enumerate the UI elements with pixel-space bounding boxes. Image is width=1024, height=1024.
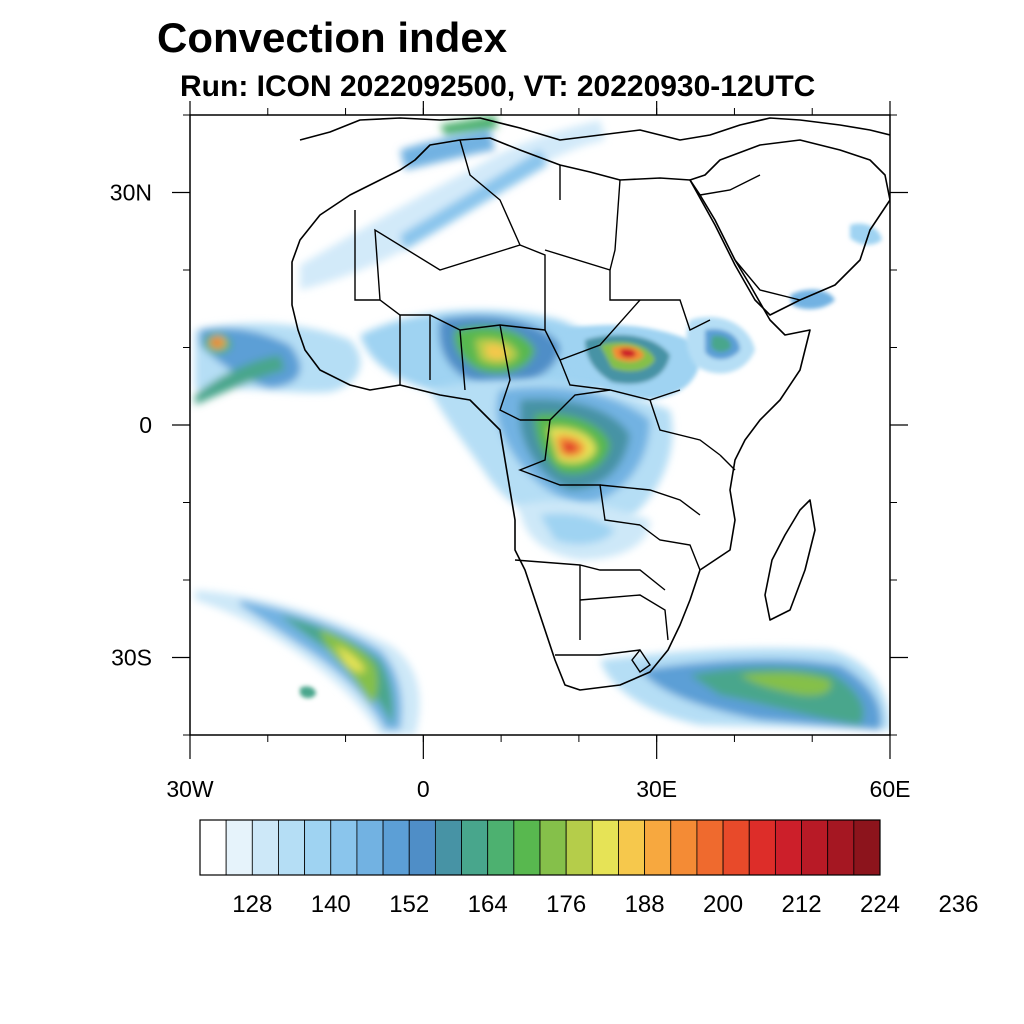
arabia-coast: [689, 139, 890, 316]
colorbar-box: [644, 819, 672, 876]
axes: 30W 0 30E 60E 30N 0 30S: [110, 101, 911, 802]
colorbar-box: [853, 819, 881, 876]
y-tick-label: 30S: [111, 645, 152, 671]
region-south-sudan: [560, 325, 701, 400]
colorbar-label: 212: [782, 891, 822, 918]
colorbar-box: [696, 819, 724, 876]
region-angola: [520, 500, 650, 560]
coastlines: [291, 117, 890, 691]
x-tick-label: 0: [417, 776, 430, 802]
region-congo-basin: [430, 379, 673, 528]
region-indian-ocean-band: [600, 648, 890, 730]
convection-field: [195, 115, 890, 735]
colorbar-box: [670, 819, 698, 876]
region-nigeria-cameroon: [360, 310, 608, 404]
colorbar-label: 200: [703, 891, 743, 918]
country-borders: [354, 139, 801, 673]
colorbar-box: [251, 819, 279, 876]
colorbar-box: [801, 819, 829, 876]
colorbar-box: [591, 819, 619, 876]
x-tick-label: 30W: [166, 776, 214, 802]
colorbar-box: [304, 819, 332, 876]
colorbar-box: [356, 819, 384, 876]
x-tick-label: 30E: [636, 776, 677, 802]
colorbar-box: [225, 819, 253, 876]
colorbar-box: [539, 819, 567, 876]
colorbar: 128 140 152 164 176 188 200 212 224 236: [199, 819, 978, 918]
colorbar-box: [199, 819, 227, 876]
colorbar-box: [827, 819, 855, 876]
region-south-atlantic-band: [195, 590, 420, 735]
y-tick-label: 0: [139, 412, 152, 438]
colorbar-box: [774, 819, 802, 876]
colorbar-label: 164: [468, 891, 508, 918]
x-tick-label: 60E: [870, 776, 911, 802]
chart-subtitle: Run: ICON 2022092500, VT: 20220930-12UTC: [180, 70, 816, 103]
colorbar-box: [434, 819, 462, 876]
colorbar-label: 152: [389, 891, 429, 918]
colorbar-label: 224: [860, 891, 900, 918]
colorbar-box: [278, 819, 306, 876]
colorbar-box: [330, 819, 358, 876]
madagascar: [764, 499, 816, 621]
region-west-africa: [195, 323, 361, 405]
region-ethiopia: [686, 316, 755, 374]
region-arabia: [300, 223, 882, 699]
colorbar-box: [748, 819, 776, 876]
colorbar-box: [565, 819, 593, 876]
colorbar-box: [382, 819, 410, 876]
colorbar-label: 176: [546, 891, 586, 918]
colorbar-box: [487, 819, 515, 876]
colorbar-frame: [199, 819, 881, 876]
colorbar-label: 236: [938, 891, 978, 918]
colorbar-box: [461, 819, 489, 876]
colorbar-box: [618, 819, 646, 876]
colorbar-box: [408, 819, 436, 876]
colorbar-box: [722, 819, 750, 876]
colorbar-box: [513, 819, 541, 876]
africa-coastline: [291, 137, 811, 691]
colorbar-label: 188: [625, 891, 665, 918]
y-tick-label: 30N: [110, 180, 152, 206]
colorbar-label: 128: [232, 891, 272, 918]
mediterranean-coast: [299, 117, 890, 141]
chart-title: Convection index: [157, 14, 508, 61]
colorbar-label: 140: [311, 891, 351, 918]
